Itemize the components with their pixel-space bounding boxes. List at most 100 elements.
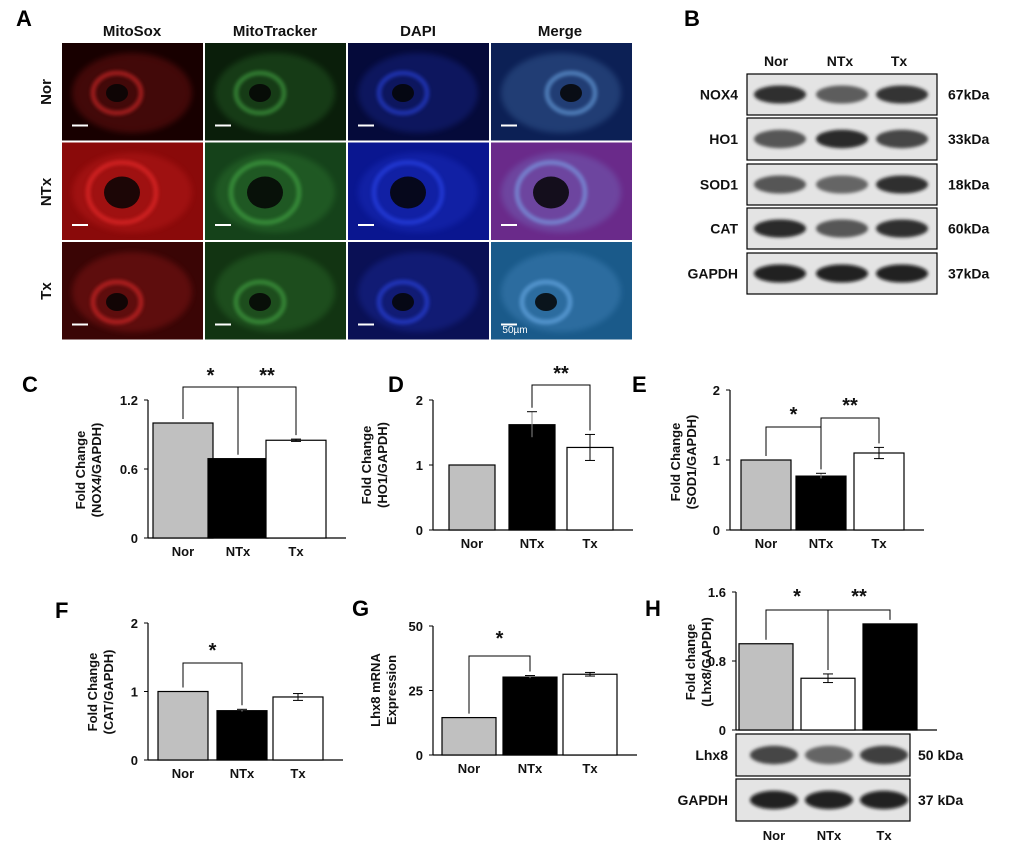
- scale-bar: [215, 323, 231, 326]
- significance-bracket: [531, 384, 591, 431]
- scale-bar: [501, 323, 517, 326]
- bar: [502, 676, 558, 756]
- blot-weight-label: 33kDa: [948, 131, 989, 147]
- y-tick-label: 50: [409, 619, 423, 634]
- row-title-nor: Nor: [38, 79, 55, 105]
- scale-bar: [358, 124, 374, 127]
- micrograph-cell: [62, 242, 203, 340]
- chart-c: C 0 0.6 1.2 Fold Change(NOX4/GAPDH) Nor NTx Tx *…: [22, 365, 346, 559]
- follicle-antrum: [392, 293, 414, 311]
- follicle-ring: [371, 160, 445, 225]
- y-axis-label-line: Fold change: [683, 624, 698, 701]
- bar: [508, 424, 556, 531]
- follicle-antrum: [104, 176, 140, 209]
- blot-band: [805, 790, 853, 810]
- follicle-ring: [233, 279, 287, 325]
- chart-g: G 0 25 50 Lhx8 mRNAExpression Nor NTx Tx *: [352, 596, 637, 776]
- follicle-ring: [514, 160, 588, 225]
- follicle-antrum: [390, 176, 426, 209]
- scale-bar: [501, 224, 517, 226]
- y-axis-label-line: Fold Change: [85, 653, 100, 732]
- follicle-antrum: [106, 293, 128, 311]
- y-axis-label-line: (SOD1/GAPDH): [684, 415, 699, 510]
- blot-strip: [735, 733, 911, 777]
- follicle-ring: [376, 279, 430, 325]
- y-axis-label-line: (NOX4/GAPDH): [89, 423, 104, 518]
- y-tick-label: 2: [713, 383, 720, 398]
- blot-band: [860, 790, 908, 810]
- x-tick-label: Tx: [582, 761, 598, 776]
- blot-band: [754, 129, 806, 149]
- micrograph-cell: [205, 43, 346, 141]
- y-axis-label: Lhx8 mRNAExpression: [368, 653, 399, 727]
- blot-band: [876, 175, 928, 194]
- scale-bar: [72, 323, 88, 326]
- scale-bar: [358, 224, 374, 226]
- h-lane-label-ntx: NTx: [817, 828, 842, 843]
- blot-band: [876, 129, 928, 149]
- micrograph-cell: [491, 43, 632, 141]
- blot-band: [876, 85, 928, 104]
- follicle-antrum: [247, 176, 283, 209]
- y-tick-label: 2: [131, 616, 138, 631]
- bar: [740, 459, 792, 531]
- y-axis-label-line: Expression: [384, 655, 399, 725]
- y-axis-label-line: (Lhx8/GAPDH): [699, 617, 714, 707]
- bar: [738, 643, 794, 731]
- y-axis-label-line: Fold Change: [73, 431, 88, 510]
- bar: [441, 716, 497, 756]
- follicle-ring: [90, 279, 144, 325]
- blot-protein-label: SOD1: [700, 177, 738, 193]
- col-title-dapi: DAPI: [400, 23, 436, 40]
- x-tick-label: NTx: [226, 544, 251, 559]
- blot-weight-label: 60kDa: [948, 221, 989, 237]
- y-tick-label: 1: [131, 685, 138, 700]
- y-tick-label: 1: [713, 453, 720, 468]
- bar: [566, 446, 614, 531]
- bar: [853, 452, 905, 531]
- significance-bracket: [182, 662, 243, 706]
- col-title-mitotracker: MitoTracker: [233, 23, 317, 40]
- significance-bracket: [820, 417, 880, 470]
- tissue-texture: [358, 53, 478, 133]
- micrograph-cell: [491, 242, 632, 340]
- blot-band: [816, 85, 868, 104]
- panel-label: D: [388, 372, 404, 397]
- y-axis-label: Fold Change(SOD1/GAPDH): [668, 415, 699, 510]
- bar: [207, 458, 269, 539]
- y-tick-label: 1: [416, 458, 423, 473]
- y-axis-label-line: Fold Change: [359, 426, 374, 505]
- blot-strip: [746, 117, 938, 161]
- row-title-tx: Tx: [38, 282, 55, 300]
- significance-label: *: [209, 640, 217, 662]
- tissue-texture: [215, 252, 335, 332]
- blot-band: [805, 745, 853, 765]
- follicle-antrum: [249, 293, 271, 311]
- x-tick-label: NTx: [520, 536, 545, 551]
- blot-protein-label: GAPDH: [687, 266, 738, 282]
- panel-b-label: B: [684, 6, 700, 31]
- blot-strip: [746, 252, 938, 295]
- y-tick-label: 2: [416, 393, 423, 408]
- y-axis-label-line: (HO1/GAPDH): [375, 422, 390, 508]
- bar: [216, 710, 268, 761]
- scale-bar-label: 50µm: [502, 325, 527, 336]
- x-tick-label: Nor: [458, 761, 480, 776]
- y-tick-label: 1.6: [708, 585, 726, 600]
- scale-bar: [358, 323, 374, 326]
- lane-label-tx: Tx: [891, 53, 908, 69]
- blot-weight-label: 18kDa: [948, 177, 989, 193]
- micrograph-cell: [62, 142, 203, 240]
- scale-bar: [72, 224, 88, 226]
- x-tick-label: Tx: [871, 536, 887, 551]
- micrograph-cell: [205, 142, 346, 240]
- bar: [795, 475, 847, 531]
- y-axis-label: Fold Change(CAT/GAPDH): [85, 650, 116, 735]
- significance-label: *: [793, 586, 801, 608]
- blot-weight-label: 37kDa: [948, 266, 989, 282]
- micrograph-cell: [491, 142, 632, 240]
- follicle-ring: [544, 70, 598, 116]
- significance-bracket: [237, 386, 297, 455]
